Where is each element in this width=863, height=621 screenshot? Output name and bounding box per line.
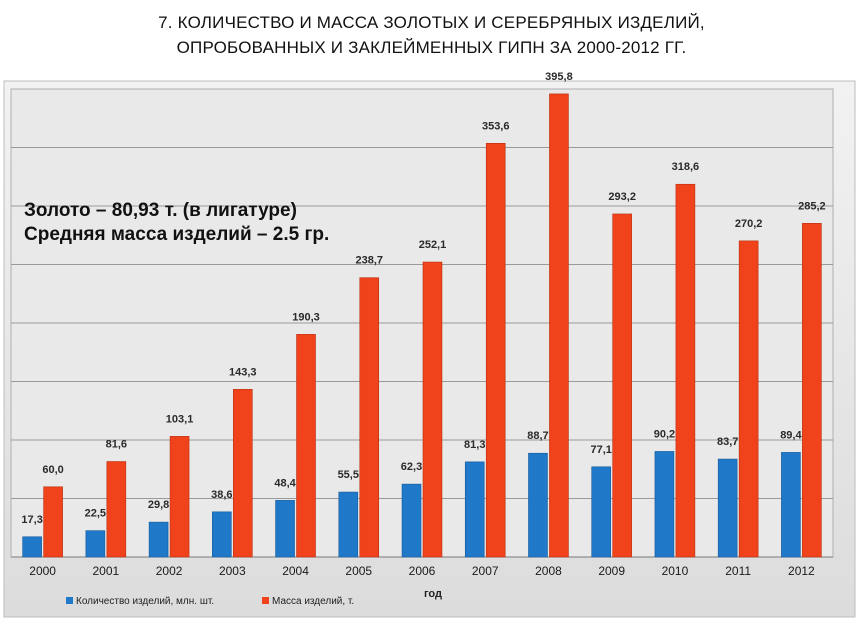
legend: Количество изделий, млн. шт. Масса издел… (66, 596, 354, 607)
bar-count-2012 (781, 452, 801, 558)
data-label-count-2002: 29,8 (148, 499, 169, 511)
bar-count-2007 (464, 461, 485, 558)
x-tick-2012: 2012 (788, 564, 815, 578)
data-label-mass-2001: 81,6 (106, 439, 127, 451)
bars-group (22, 93, 822, 558)
data-label-mass-2009: 293,2 (608, 191, 636, 203)
bar-mass-2000 (43, 486, 63, 558)
x-tick-2005: 2005 (345, 564, 372, 578)
data-label-mass-2008: 395,8 (545, 71, 573, 83)
bar-count-2006 (401, 483, 422, 558)
x-tick-2010: 2010 (662, 564, 689, 578)
annotation-avg-mass: Средняя масса изделий – 2.5 гр. (24, 224, 329, 245)
data-label-count-2004: 48,4 (274, 477, 296, 489)
data-label-count-2007: 81,3 (464, 439, 485, 451)
x-tick-2011: 2011 (725, 564, 751, 578)
bar-mass-2003 (233, 389, 253, 558)
x-tick-labels: 2000 2001 2002 2003 2004 2005 2006 2007 2008 2009… (29, 564, 815, 578)
x-tick-2007: 2007 (472, 564, 499, 578)
data-label-count-2010: 90,2 (654, 428, 675, 440)
chart-title: 7. КОЛИЧЕСТВО И МАССА ЗОЛОТЫХ И СЕРЕБРЯН… (0, 10, 863, 60)
bar-mass-2002 (169, 436, 190, 558)
bar-mass-2009 (612, 213, 632, 558)
bar-count-2004 (275, 500, 295, 558)
legend-swatch-mass (262, 597, 269, 604)
bar-mass-2011 (738, 240, 759, 558)
data-label-count-2011: 83,7 (717, 436, 738, 448)
data-label-mass-2003: 143,3 (229, 366, 257, 378)
legend-label-count: Количество изделий, млн. шт. (76, 596, 214, 607)
data-label-count-2001: 22,5 (85, 508, 106, 520)
data-label-count-2005: 55,5 (338, 469, 359, 481)
bar-mass-2010 (675, 183, 696, 558)
data-label-count-2012: 89,4 (780, 429, 802, 441)
data-label-count-2009: 77,1 (590, 444, 611, 456)
data-label-mass-2011: 270,2 (735, 218, 763, 230)
legend-label-mass: Масса изделий, т. (272, 596, 354, 607)
bar-count-2003 (212, 511, 232, 558)
bar-count-2000 (22, 536, 42, 558)
bar-count-2009 (591, 466, 611, 558)
x-tick-2009: 2009 (598, 564, 625, 578)
bar-mass-2007 (485, 142, 506, 558)
data-label-mass-2006: 252,1 (419, 239, 447, 251)
annotation-gold: Золото – 80,93 т. (в лигатуре) (24, 200, 297, 221)
data-label-mass-2010: 318,6 (672, 161, 700, 173)
bar-mass-2006 (422, 261, 443, 558)
x-tick-2001: 2001 (92, 564, 119, 578)
x-tick-2008: 2008 (535, 564, 562, 578)
bar-count-2001 (85, 530, 106, 558)
bar-count-2011 (717, 458, 738, 558)
bar-count-2005 (338, 491, 359, 558)
x-tick-2006: 2006 (409, 564, 436, 578)
bar-mass-2005 (359, 277, 380, 558)
legend-swatch-count (66, 597, 73, 604)
x-axis-label: год (424, 588, 442, 600)
bar-count-2010 (654, 451, 675, 558)
x-tick-2004: 2004 (282, 564, 309, 578)
chart-title-line-1: 7. КОЛИЧЕСТВО И МАССА ЗОЛОТЫХ И СЕРЕБРЯН… (158, 13, 705, 32)
x-tick-2003: 2003 (219, 564, 246, 578)
bar-mass-2004 (296, 334, 316, 558)
data-label-mass-2004: 190,3 (292, 311, 320, 323)
chart-title-line-2: ОПРОБОВАННЫХ И ЗАКЛЕЙМЕННЫХ ГИПН ЗА 2000… (176, 38, 687, 57)
bar-count-2008 (528, 452, 548, 558)
x-tick-2000: 2000 (29, 564, 56, 578)
data-label-mass-2000: 60,0 (42, 464, 63, 476)
data-label-mass-2002: 103,1 (166, 413, 194, 425)
bar-mass-2008 (549, 93, 569, 558)
data-label-mass-2005: 238,7 (355, 255, 383, 267)
data-label-count-2006: 62,3 (401, 461, 422, 473)
data-label-count-2000: 17,3 (21, 514, 42, 526)
data-label-mass-2007: 353,6 (482, 120, 510, 132)
bar-count-2002 (148, 521, 169, 558)
gridlines (11, 147, 833, 558)
data-label-count-2008: 88,7 (527, 430, 548, 442)
bar-mass-2012 (802, 223, 822, 558)
data-label-mass-2012: 285,2 (798, 200, 826, 212)
bar-mass-2001 (106, 461, 127, 558)
data-labels-group: 17,3 60,0 22,5 81,6 29,8 103,1 38,6 143,3 48,4 19… (21, 71, 825, 526)
x-tick-2002: 2002 (156, 564, 183, 578)
data-label-count-2003: 38,6 (211, 489, 232, 501)
